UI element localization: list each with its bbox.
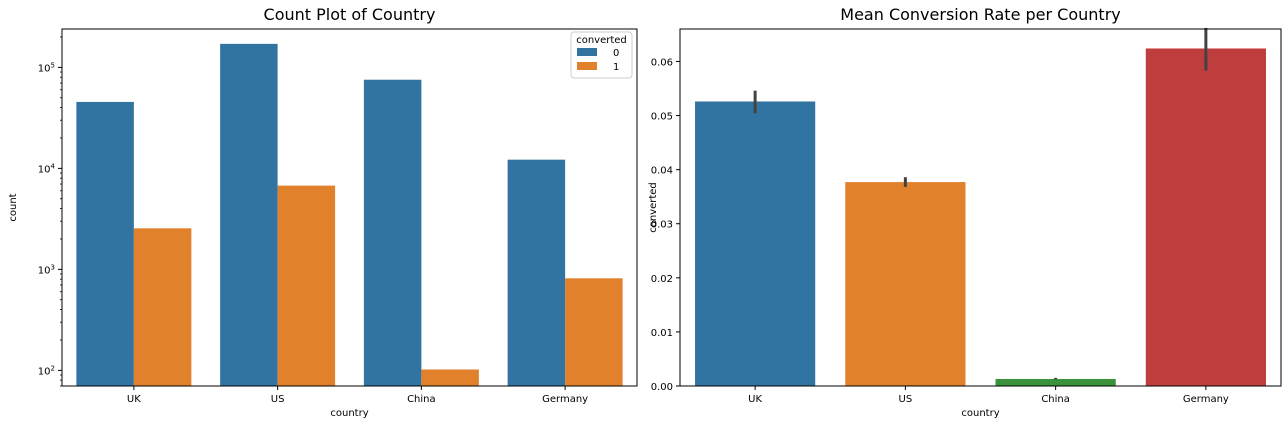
y-tick-exponent: 4 [51,162,56,170]
y-tick-label: 103 [38,263,55,276]
chart-title: Mean Conversion Rate per Country [840,5,1120,24]
y-tick-label: 105 [38,61,55,74]
bar [695,101,816,387]
bar [507,159,566,386]
plot-frame [679,28,1282,387]
legend-label: 0 [613,48,619,59]
bar [845,182,966,386]
legend: converted 0 1 [570,31,633,79]
bar [1145,48,1266,387]
bar [565,278,623,386]
y-tick-label: 0.05 [651,112,673,123]
x-tick-label: UK [127,394,141,405]
conversion-rate-chart: Mean Conversion Rate per Country 0.000.0… [648,5,1282,419]
y-tick-label: 0.04 [651,166,673,177]
y-tick-label: 0.06 [651,57,673,68]
bar [995,378,1116,386]
legend-title: converted [576,35,627,46]
bar-group [695,48,1266,387]
x-tick-label: China [407,394,436,405]
legend-swatch [577,62,597,70]
y-axis-ticks: 102 103 104 105 [38,36,62,387]
y-tick-exponent: 5 [51,61,55,69]
y-tick-label: 102 [38,364,55,377]
y-tick-label: 104 [38,162,56,175]
x-tick-label: China [1041,394,1070,405]
x-tick-label: Germany [1183,394,1229,405]
chart-title: Count Plot of Country [264,5,436,24]
y-axis-label: converted [648,182,659,233]
y-axis-label: count [8,193,19,221]
legend-label: 1 [613,62,619,73]
legend-swatch [577,48,597,56]
x-axis-label: country [330,408,368,419]
y-tick-exponent: 3 [51,263,55,271]
y-axis-ticks: 0.00 0.01 0.02 0.03 0.04 0.05 0.06 [651,57,680,393]
error-bar-group [753,27,1208,380]
bar [363,79,422,386]
y-tick-label: 0.03 [651,220,673,231]
x-tick-label: UK [748,394,762,405]
bar [76,101,134,386]
y-tick-exponent: 2 [51,364,55,372]
bar [220,43,278,387]
bar [133,228,192,386]
x-tick-label: US [271,394,285,405]
x-axis-label: country [961,408,999,419]
x-tick-label: US [899,394,913,405]
x-axis-ticks: UK US China Germany [748,386,1229,405]
y-tick-label: 0.01 [651,328,673,339]
bar-group [76,43,623,387]
y-tick-label: 0.00 [651,382,673,393]
x-axis-ticks: UK US China Germany [127,386,588,405]
bar [421,369,479,386]
bar [277,185,336,386]
y-tick-label: 0.02 [651,274,673,285]
plot-frame [61,28,638,387]
x-tick-label: Germany [542,394,588,405]
